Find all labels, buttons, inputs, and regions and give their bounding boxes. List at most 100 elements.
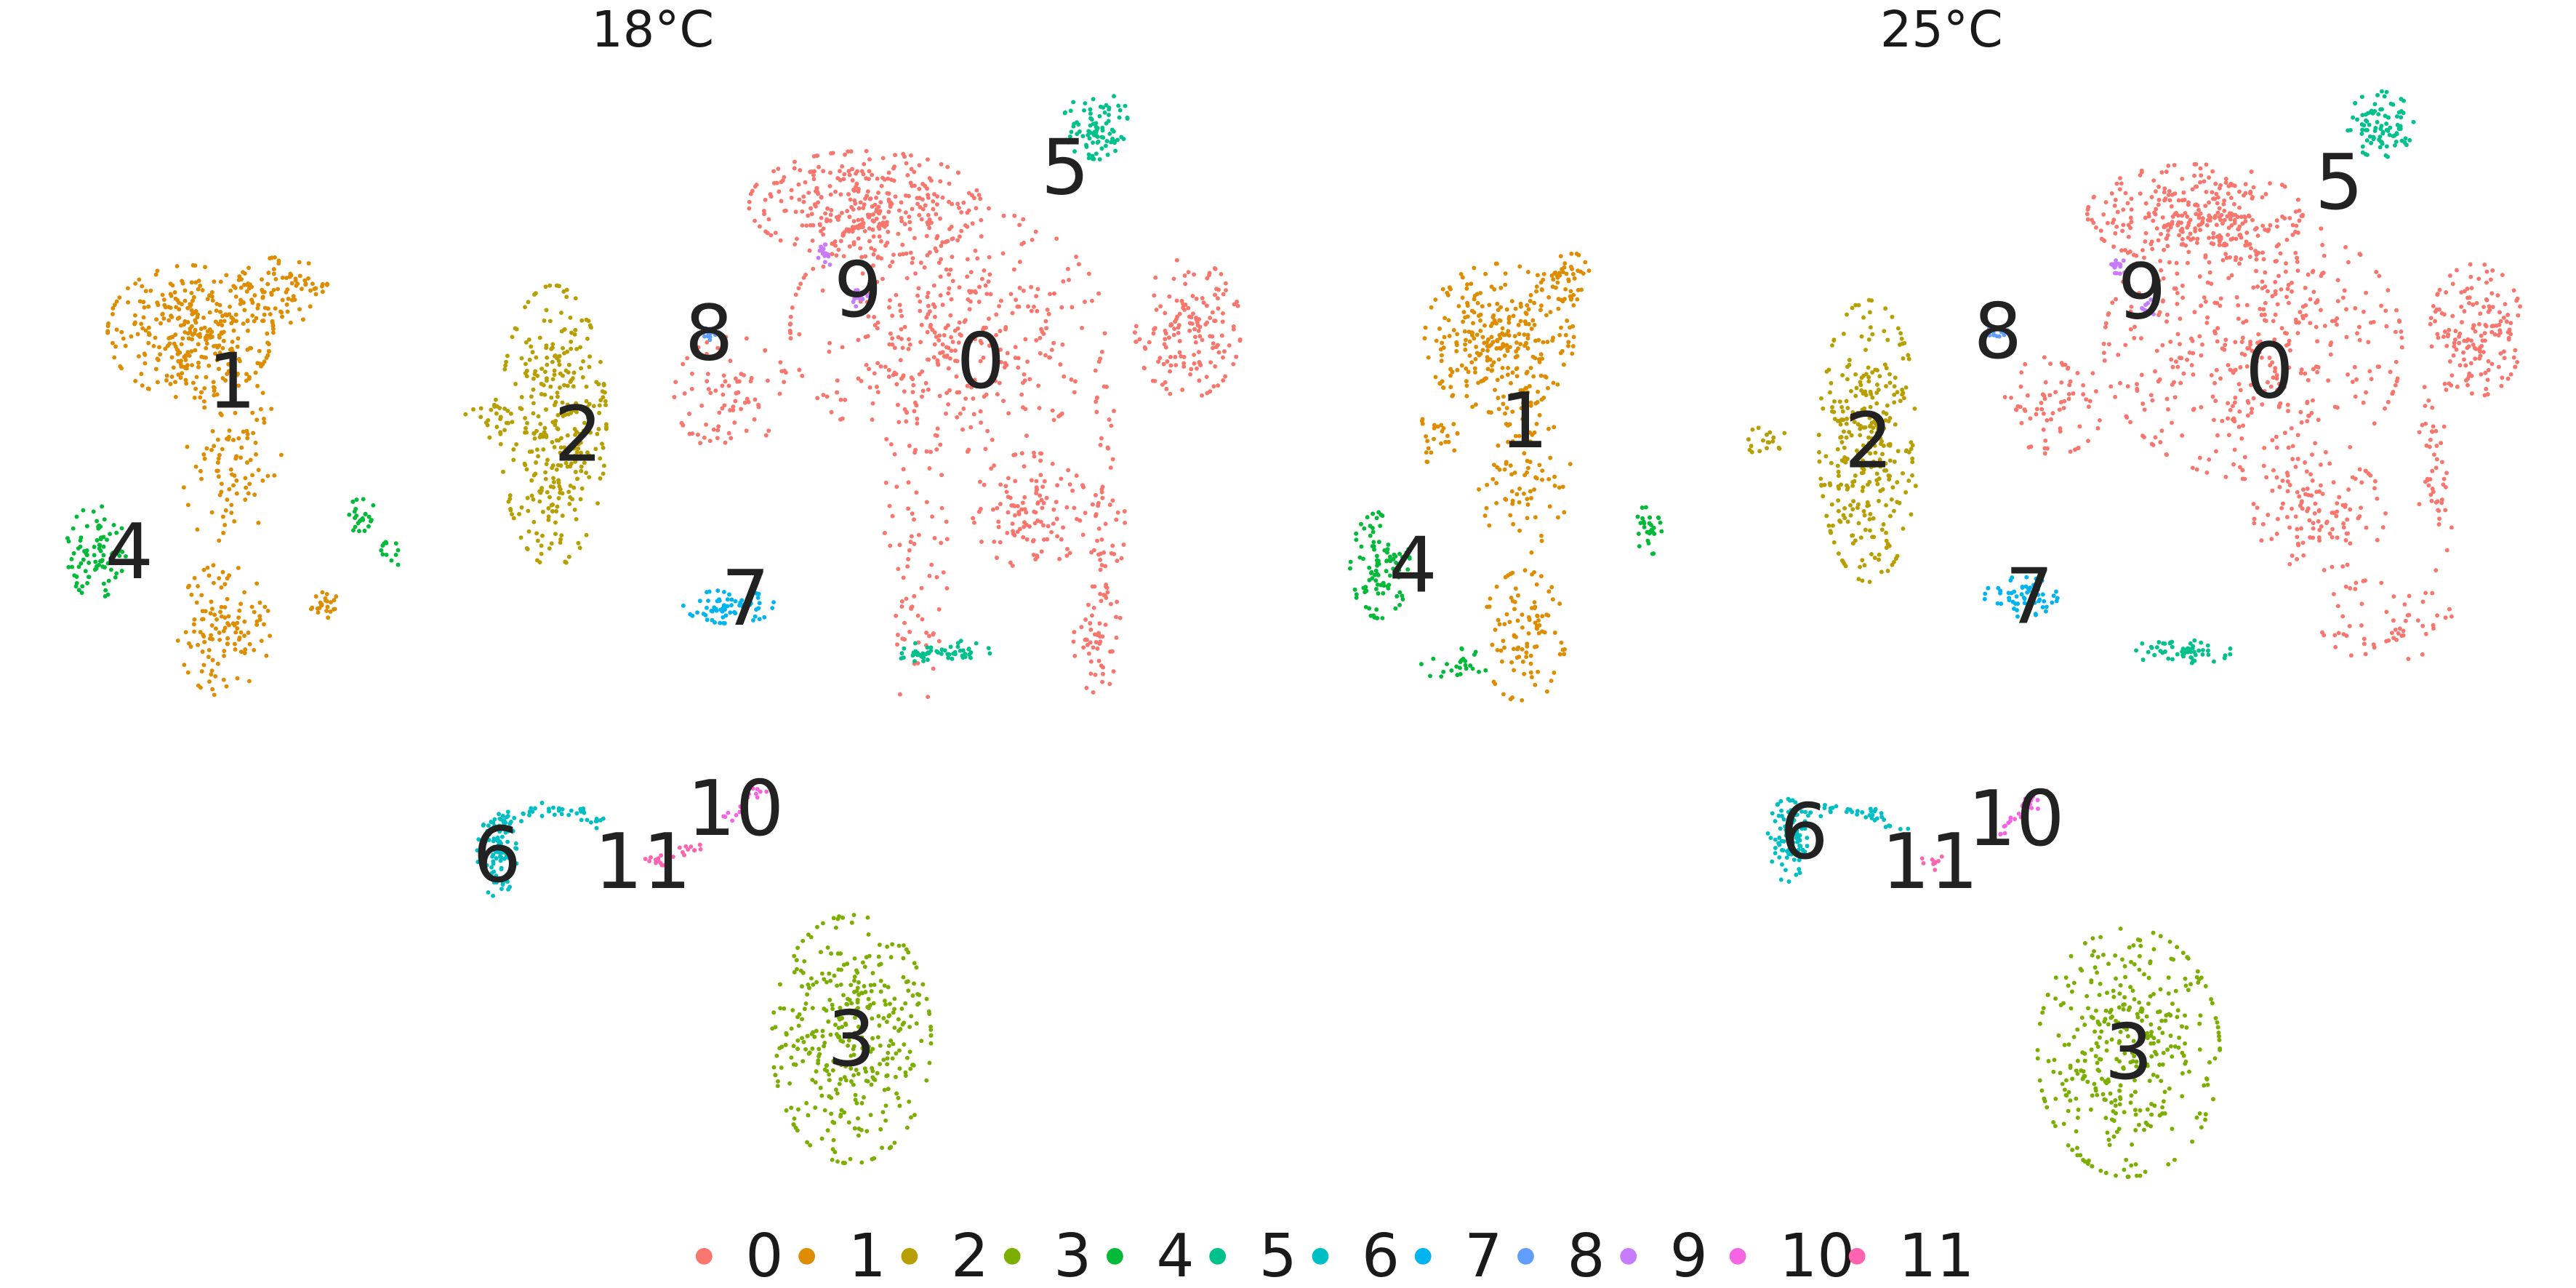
point [1534,284,1539,289]
point [1022,378,1027,383]
point [710,609,715,614]
point [91,509,96,514]
point [752,417,757,422]
point [936,639,942,644]
point [1064,505,1070,510]
point [865,294,870,298]
point [510,512,515,517]
point [1515,647,1520,652]
point [946,402,951,407]
point [259,364,264,369]
point [545,355,550,360]
point [198,468,203,473]
point [531,387,536,392]
point [573,470,578,474]
point [1498,319,1503,323]
point [2274,445,2279,450]
point [2215,201,2220,206]
point [256,468,261,473]
point [1475,300,1480,305]
point [841,993,846,998]
point [347,512,352,517]
point [939,257,944,262]
point [894,292,899,297]
cluster-1-points [105,255,339,697]
point [504,873,509,878]
point [793,159,797,164]
point [805,1140,810,1145]
point [76,564,81,569]
point [994,556,999,560]
point [2501,349,2506,354]
point [1182,273,1187,278]
point [2202,295,2207,300]
point [2357,324,2362,329]
point [705,617,710,623]
point [899,604,904,609]
point [1004,363,1009,367]
point [919,585,924,591]
point [1534,289,1539,294]
point [1104,585,1110,591]
point [848,291,853,296]
point [552,368,557,373]
point [1196,350,1201,354]
point [910,207,915,212]
point [906,337,911,342]
point [2271,468,2276,473]
point [848,983,854,988]
point [2274,532,2279,536]
point [1500,365,1505,370]
point [904,980,909,985]
point [1502,622,1507,627]
point [979,276,984,281]
point [1133,339,1139,344]
point [1465,300,1469,305]
point [835,1091,840,1096]
point [193,320,198,325]
point [864,148,869,153]
point [2303,371,2308,376]
point [747,199,752,204]
point [902,637,907,642]
point [2223,474,2228,479]
point [1489,368,1494,373]
point [1480,304,1485,309]
point [2371,642,2376,647]
point [2447,273,2452,278]
point [572,453,577,458]
point [978,359,983,364]
point [193,386,198,391]
point [2492,332,2497,337]
point [486,876,491,881]
point [2193,184,2198,189]
point [2132,324,2137,329]
point [976,193,982,198]
point [1027,524,1032,529]
point [2330,564,2335,569]
point [233,410,238,415]
point [210,428,215,433]
point [2234,295,2239,300]
point [2197,334,2202,339]
point [2444,548,2449,553]
point [2439,460,2444,465]
point [2328,352,2333,357]
point [579,450,584,455]
point [679,420,684,425]
point [735,379,740,384]
point [778,1006,783,1011]
point [558,490,563,495]
point [126,300,131,305]
point [916,532,921,537]
point [2255,284,2260,289]
point [2162,198,2167,203]
point [2389,631,2394,636]
point [1571,335,1576,340]
point [1088,627,1094,632]
point [966,647,971,652]
point [217,303,222,308]
point [2118,380,2122,385]
point [1008,292,1014,297]
point [2239,257,2244,261]
